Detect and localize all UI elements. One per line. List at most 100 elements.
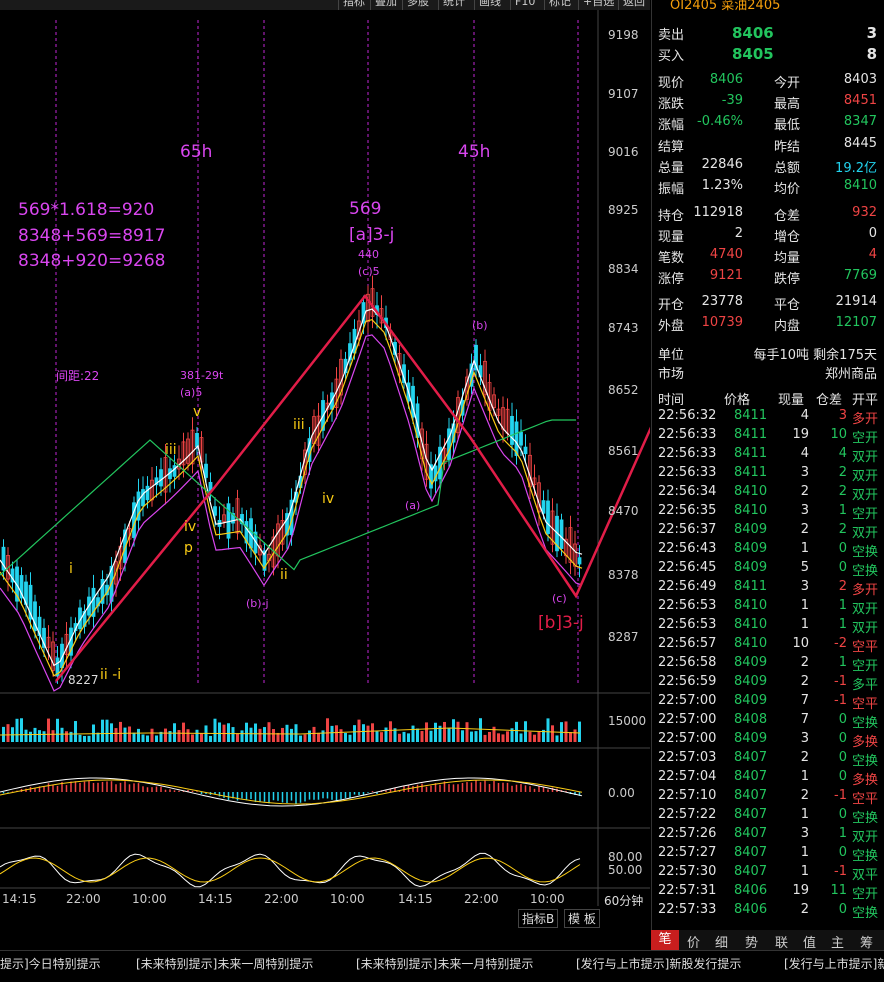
tick-vol: 3 xyxy=(800,503,809,518)
tick-vol: 1 xyxy=(800,598,809,613)
toolbar-indicator[interactable]: 指标 xyxy=(338,0,369,10)
volume-bar xyxy=(308,730,311,742)
tick-vol: 2 xyxy=(800,484,809,499)
quote-label: 总额 xyxy=(774,161,801,176)
ma-green xyxy=(0,419,576,576)
chart-area[interactable]: 指标 叠加 多股 统计 画线 F10 标记 +自选 返回 9198 9107 9… xyxy=(0,0,650,930)
sell-price: 8406 xyxy=(732,24,774,42)
tick-price: 8411 xyxy=(734,427,768,442)
tick-row: 22:57:00 8409 7 -1 空平 xyxy=(652,692,884,712)
x-tick: 22:00 xyxy=(264,892,299,906)
y-tick: 8652 xyxy=(608,383,639,397)
indicator-b-button[interactable]: 指标B xyxy=(518,909,559,928)
candle-body xyxy=(474,344,478,371)
volume-bar xyxy=(123,727,127,742)
tab-detail[interactable]: 细 xyxy=(715,936,729,951)
ann-bj: (b)-j xyxy=(246,597,269,610)
tick-price: 8407 xyxy=(734,788,768,803)
toolbar-draw[interactable]: 画线 xyxy=(474,0,505,10)
tick-oi: 2 xyxy=(838,465,847,480)
volume-bar xyxy=(227,723,230,742)
tick-type: 双开 xyxy=(852,621,879,636)
y-tick: 8287 xyxy=(608,630,639,644)
ticker-item[interactable]: 提示]今日特别提示 xyxy=(0,957,101,971)
market-value: 郑州商品 xyxy=(824,367,877,382)
toolbar-add-watch[interactable]: +自选 xyxy=(578,0,618,10)
candle-body xyxy=(91,587,96,617)
quote-value: 8403 xyxy=(843,72,877,87)
tab-value[interactable]: 值 xyxy=(803,936,817,951)
y-tick: 8743 xyxy=(608,321,639,335)
tick-oi: 0 xyxy=(838,769,847,784)
tick-type: 双开 xyxy=(852,469,879,484)
volume-bar xyxy=(546,718,550,742)
tick-time: 22:56:33 xyxy=(658,465,717,480)
kdj-k xyxy=(0,852,581,888)
volume-bar xyxy=(249,727,253,742)
tab-trend[interactable]: 势 xyxy=(745,936,759,951)
tick-type: 空换 xyxy=(852,564,879,579)
toolbar-f10[interactable]: F10 xyxy=(510,0,539,10)
panel-tabs: 笔 价 细 势 联 值 主 筹 xyxy=(651,930,884,951)
ma-yellow xyxy=(0,319,583,677)
tick-type: 空平 xyxy=(852,640,879,655)
toolbar-stats[interactable]: 统计 xyxy=(438,0,469,10)
volume-bar xyxy=(375,731,379,742)
toolbar-back[interactable]: 返回 xyxy=(618,0,649,10)
tick-price: 8409 xyxy=(734,560,768,575)
tick-oi: 1 xyxy=(838,655,847,670)
tick-row: 22:57:30 8407 1 -1 双平 xyxy=(652,863,884,883)
tick-row: 22:57:10 8407 2 -1 空平 xyxy=(652,787,884,807)
tick-price: 8407 xyxy=(734,845,768,860)
tab-main[interactable]: 主 xyxy=(831,936,845,951)
candle-body xyxy=(231,513,235,524)
volume-bar xyxy=(299,735,302,742)
tick-row: 22:56:53 8410 1 1 双开 xyxy=(652,616,884,636)
kdj-axis-label: 80.00 xyxy=(608,850,643,864)
toolbar-overlay[interactable]: 叠加 xyxy=(370,0,401,10)
volume-bar xyxy=(515,721,518,742)
volume-bar xyxy=(155,735,158,742)
tick-oi: 4 xyxy=(838,446,847,461)
tick-row: 22:57:04 8407 1 0 多换 xyxy=(652,768,884,788)
tick-vol: 4 xyxy=(800,408,809,423)
toolbar-multi[interactable]: 多股 xyxy=(402,0,433,10)
unit-value: 每手10吨 剩余175天 xyxy=(753,348,878,363)
template-button[interactable]: 模 板 xyxy=(564,909,600,928)
quote-value: 8410 xyxy=(843,178,877,193)
candle-body xyxy=(573,543,577,567)
tick-type: 空开 xyxy=(852,431,879,446)
tick-header-type: 开平 xyxy=(852,393,879,408)
ticker-item[interactable]: [未来特别提示]未来一周特别提示 xyxy=(136,957,314,971)
volume-bar xyxy=(398,733,401,742)
tick-oi: 2 xyxy=(838,484,847,499)
tick-header-time: 时间 xyxy=(658,393,685,408)
quote-value: 8347 xyxy=(843,114,877,129)
tab-link[interactable]: 联 xyxy=(775,936,789,951)
quote-row: 涨停 9121 跌停 7769 xyxy=(652,266,884,287)
tick-type: 多换 xyxy=(852,735,879,750)
tab-ticks[interactable]: 笔 xyxy=(651,930,679,950)
tick-oi: 11 xyxy=(830,883,847,898)
tick-type: 双开 xyxy=(852,830,879,845)
tick-price: 8407 xyxy=(734,750,768,765)
ann-gap: 间距:22 xyxy=(56,369,100,383)
ticker-item[interactable]: [发行与上市提示]新 xyxy=(784,957,884,971)
kline-chart[interactable] xyxy=(0,0,650,930)
toolbar-mark[interactable]: 标记 xyxy=(544,0,575,10)
volume-bar xyxy=(411,725,415,742)
volume-bar xyxy=(15,718,19,742)
candle-body xyxy=(397,353,402,376)
tick-oi: 1 xyxy=(838,503,847,518)
volume-bar xyxy=(128,726,131,742)
tab-chips[interactable]: 筹 xyxy=(860,936,874,951)
ticker-item[interactable]: [未来特别提示]未来一月特别提示 xyxy=(356,957,534,971)
ticker-item[interactable]: [发行与上市提示]新股发行提示 xyxy=(576,957,742,971)
tab-price[interactable]: 价 xyxy=(687,936,701,951)
period-label[interactable]: 60分钟 xyxy=(604,894,644,908)
volume-bar xyxy=(569,732,572,742)
candle-body xyxy=(100,578,105,604)
ann-45h: 45h xyxy=(458,142,491,162)
quote-value: -39 xyxy=(721,93,743,108)
tick-vol: 1 xyxy=(800,617,809,632)
